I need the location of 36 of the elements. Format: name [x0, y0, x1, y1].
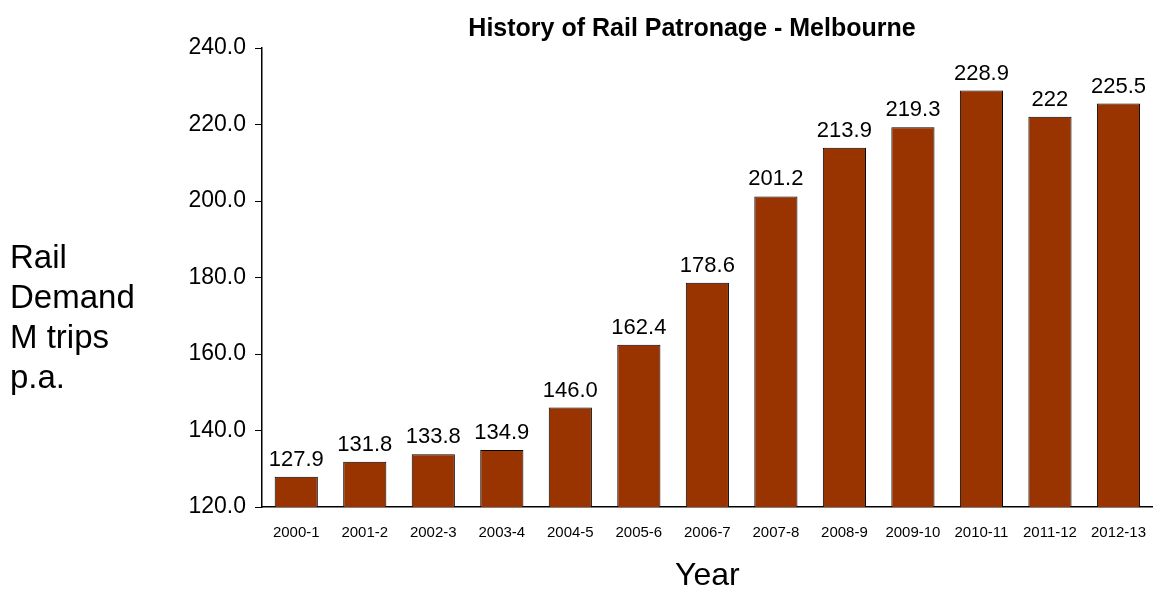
data-label: 133.8 [405, 423, 461, 449]
x-tick-label: 2006-7 [684, 523, 731, 541]
x-tick-label: 2002-3 [409, 523, 457, 541]
data-label: 131.8 [337, 430, 393, 456]
x-tick-label: 2003-4 [478, 523, 526, 541]
data-label: 162.4 [611, 313, 667, 339]
x-tick-label: 2007-8 [752, 523, 800, 541]
data-label: 178.6 [679, 251, 735, 277]
x-tick-label: 2004-5 [546, 523, 594, 541]
x-axis-title: Year [675, 555, 741, 592]
x-tick-label: 2000-1 [272, 523, 320, 541]
y-tick-label: 220.0 [188, 109, 246, 136]
data-label: 225.5 [1090, 72, 1147, 98]
x-tick-label: 2009-10 [885, 523, 941, 541]
y-tick-label: 140.0 [188, 415, 246, 442]
y-tick-label: 180.0 [188, 262, 246, 289]
y-tick-label: 200.0 [188, 186, 246, 213]
data-label: 213.9 [816, 116, 872, 142]
x-tick-label: 2001-2 [341, 523, 389, 541]
data-label: 146.0 [542, 376, 598, 402]
data-label: 228.9 [953, 59, 1009, 85]
data-label: 222 [1031, 85, 1069, 111]
y-tick-label: 240.0 [188, 33, 246, 60]
y-tick-label: 160.0 [188, 339, 246, 366]
x-tick-label: 2005-6 [615, 523, 663, 541]
data-label: 127.9 [268, 445, 324, 471]
y-tick-label: 120.0 [188, 492, 246, 519]
chart-title: History of Rail Patronage - Melbourne [467, 12, 917, 42]
data-label: 201.2 [748, 165, 804, 191]
x-tick-label: 2010-11 [954, 523, 1009, 541]
data-label: 134.9 [474, 419, 530, 445]
x-tick-label: 2011-12 [1022, 523, 1077, 541]
x-tick-label: 2008-9 [821, 523, 868, 541]
y-axis-title: Rail Demand M trips p.a. [10, 237, 136, 397]
x-tick-label: 2012-13 [1090, 523, 1147, 541]
data-label: 219.3 [885, 96, 941, 122]
